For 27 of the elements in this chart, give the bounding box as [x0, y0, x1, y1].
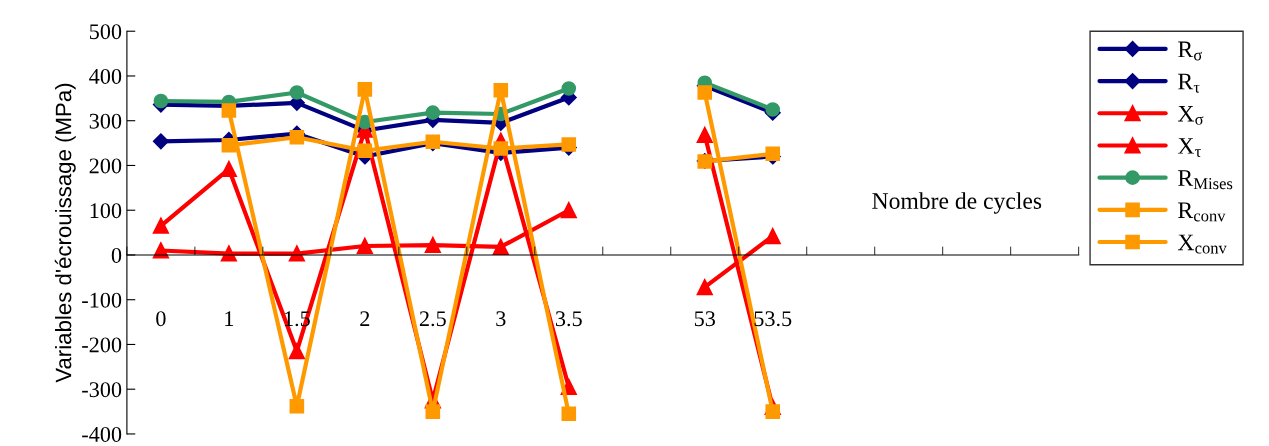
x-tick-label: 53 — [694, 311, 715, 327]
y-tick-label: -200 — [82, 337, 122, 353]
legend-label: X$_{σ}$ — [1177, 105, 1204, 125]
x-tick-label: 53.5 — [754, 311, 792, 327]
y-tick-label: 200 — [89, 158, 122, 174]
y-tick-label: 400 — [89, 68, 122, 84]
x-tick-label: 3.5 — [555, 311, 582, 327]
y-tick-label: -300 — [82, 382, 122, 398]
y-tick-label: 0 — [111, 247, 122, 263]
y-axis-title: Variables d'écrouissage (MPa) — [54, 83, 76, 383]
y-tick-label: -100 — [82, 292, 122, 308]
legend-label: R$_{τ}$ — [1178, 73, 1200, 93]
legend-label: R$_{conv}$ — [1178, 202, 1226, 222]
y-tick-label: 300 — [89, 113, 122, 129]
legend-label: X$_{τ}$ — [1177, 138, 1201, 158]
y-tick-label: -400 — [82, 426, 122, 442]
x-tick-label: 2 — [360, 311, 370, 326]
legend-label: X$_{conv}$ — [1177, 234, 1227, 254]
x-tick-label: 0 — [156, 311, 166, 327]
legend-label: R$_{Mises}$ — [1178, 170, 1233, 190]
y-tick-label: 500 — [90, 24, 122, 40]
legend-label: R$_{σ}$ — [1178, 41, 1203, 61]
x-tick-label: 3 — [496, 311, 506, 327]
x-tick-label: 2.5 — [419, 311, 446, 327]
x-axis-title: Nombre de cycles — [872, 192, 1042, 214]
x-tick-label: 1 — [225, 311, 234, 326]
y-tick-label: 100 — [90, 203, 122, 219]
